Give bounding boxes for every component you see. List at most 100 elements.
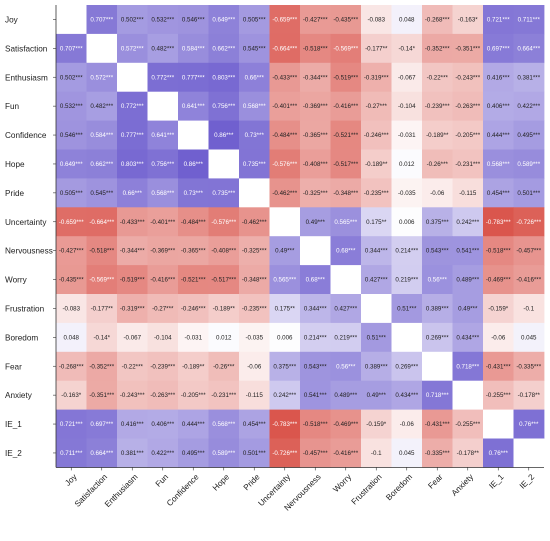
x-tick-label: Worry [331, 472, 353, 494]
cell-value-label: 0.454*** [243, 421, 266, 428]
heatmap-cell [422, 120, 453, 150]
cell-value-label: -0.352*** [89, 363, 114, 370]
cell-value-label: -0.518*** [89, 248, 114, 255]
cell-value-label: 0.048 [399, 16, 415, 23]
heatmap-cell [361, 294, 392, 324]
heatmap-cell [391, 438, 423, 468]
cell-value-label: -0.433*** [272, 74, 297, 81]
cell-value-label: 0.541*** [304, 392, 327, 399]
cell-value-label: 0.532*** [151, 16, 174, 23]
cell-value-label: -0.319*** [120, 305, 145, 312]
cell-value-label: -0.469*** [486, 277, 511, 284]
cell-value-label: 0.502*** [121, 16, 144, 23]
heatmap-cell [239, 322, 270, 353]
heatmap-cell [330, 294, 362, 324]
cell-value-label: 0.545*** [243, 45, 266, 52]
heatmap-cell [300, 294, 331, 324]
heatmap-cell [86, 294, 118, 324]
heatmap-cell [178, 33, 209, 64]
cell-value-label: -0.14* [398, 45, 415, 52]
heatmap-cell [483, 207, 514, 237]
cell-value-label: -0.035 [398, 190, 416, 197]
heatmap-cell [330, 120, 362, 150]
y-tick-label: Fun [5, 102, 20, 111]
heatmap-cell [147, 207, 179, 237]
heatmap-cell [208, 91, 240, 121]
cell-value-label: -0.067 [398, 74, 416, 81]
cell-value-label: 0.454*** [487, 190, 510, 197]
cell-value-label: -0.416*** [333, 450, 358, 457]
cell-value-label: 0.803*** [121, 161, 144, 168]
cell-value-label: -0.518*** [486, 248, 511, 255]
cell-value-label: -0.519*** [333, 74, 358, 81]
heatmap-cell [422, 322, 453, 353]
heatmap-cell [239, 236, 270, 266]
heatmap-cell [422, 149, 453, 179]
cell-value-label: 0.175** [366, 219, 387, 226]
cell-value-label: -0.659*** [272, 16, 297, 23]
cell-value-label: -0.408*** [211, 248, 236, 255]
cell-value-label: 0.56*** [428, 277, 448, 284]
heatmap-cell [56, 409, 87, 439]
heatmap-cell [208, 438, 240, 468]
heatmap-cell [86, 409, 118, 439]
cell-value-label: 0.489*** [456, 277, 479, 284]
cell-value-label: 0.49*** [275, 248, 295, 255]
cell-value-label: -0.431*** [425, 421, 450, 428]
heatmap-cell [483, 409, 514, 439]
heatmap-cell [361, 62, 392, 93]
heatmap-cell [269, 120, 301, 150]
heatmap-cell [452, 380, 484, 410]
heatmap-cell [391, 207, 423, 237]
cell-value-label: -0.408*** [303, 161, 328, 168]
cell-value-label: 0.406*** [151, 421, 174, 428]
cell-value-label: 0.772*** [121, 103, 144, 110]
cell-value-label: 0.219*** [395, 277, 418, 284]
cell-value-label: 0.501*** [517, 190, 540, 197]
cell-value-label: 0.772*** [151, 74, 174, 81]
x-tick-label: Enthusiasm [103, 472, 140, 509]
heatmap-cell [269, 265, 301, 295]
cell-value-label: 0.482*** [151, 45, 174, 52]
cell-value-label: 0.416*** [487, 74, 510, 81]
heatmap-cell [452, 438, 484, 468]
heatmap-cell [452, 5, 484, 35]
cell-value-label: -0.517*** [211, 277, 236, 284]
cell-value-label: -0.416*** [333, 103, 358, 110]
heatmap-cell [483, 120, 514, 150]
cell-value-label: -0.569*** [333, 45, 358, 52]
heatmap-cell [117, 5, 148, 35]
cell-value-label: 0.416*** [121, 421, 144, 428]
heatmap-cell [86, 438, 118, 468]
cell-value-label: -0.416*** [516, 277, 541, 284]
cell-value-label: 0.56*** [336, 363, 356, 370]
cell-value-label: 0.735*** [212, 190, 235, 197]
cell-value-label: 0.214*** [395, 248, 418, 255]
heatmap-cell [239, 149, 270, 179]
cell-value-label: -0.26*** [427, 161, 449, 168]
x-tick-label: Frustration [350, 472, 384, 506]
cell-value-label: 0.006 [277, 334, 293, 341]
cell-value-label: 0.389*** [365, 363, 388, 370]
heatmap-cell [391, 236, 423, 266]
cell-value-label: 0.048 [64, 334, 80, 341]
heatmap-cell [330, 351, 362, 382]
heatmap-cell [178, 178, 209, 208]
heatmap-cell [147, 62, 179, 93]
cell-value-label: -0.26*** [213, 363, 235, 370]
heatmap-cell [361, 178, 392, 208]
heatmap-cell [452, 322, 484, 353]
heatmap-cell [422, 33, 453, 64]
cell-value-label: 0.718*** [456, 363, 479, 370]
cell-value-label: -0.569*** [89, 277, 114, 284]
cell-value-label: -0.664*** [272, 45, 297, 52]
heatmap-cell [178, 62, 209, 93]
cell-value-label: 0.344*** [304, 305, 327, 312]
heatmap-cell [239, 294, 270, 324]
x-tick-label: IE_1 [487, 472, 506, 491]
heatmap-cell [208, 178, 240, 208]
heatmap-cell [422, 236, 453, 266]
heatmap-cell [361, 5, 392, 35]
cell-value-label: 0.68*** [306, 277, 326, 284]
